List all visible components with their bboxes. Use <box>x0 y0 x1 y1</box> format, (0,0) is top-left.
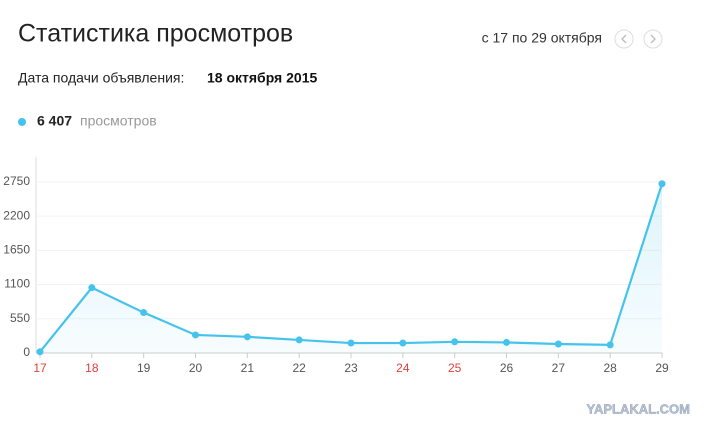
x-tick-label: 21 <box>241 361 255 375</box>
point <box>192 331 199 339</box>
area <box>40 183 662 353</box>
period: с 17 по 29 октября <box>482 30 602 46</box>
x-tick-label: 27 <box>552 361 566 375</box>
y-tick-label: 1650 <box>3 243 30 257</box>
point <box>88 284 96 292</box>
submission-date: 18 октября 2015 <box>207 70 317 86</box>
point <box>399 339 407 347</box>
point <box>658 180 666 188</box>
point <box>554 340 562 348</box>
y-tick-label: 1100 <box>4 277 30 291</box>
x-tick-label: 23 <box>344 361 358 375</box>
legend-label: просмотров <box>80 113 157 129</box>
point <box>451 338 459 346</box>
legend-total: 6 407 <box>37 113 72 129</box>
point <box>36 348 44 356</box>
x-tick-label: 28 <box>603 361 617 375</box>
submission-label: Дата подачи объявления: <box>18 70 184 86</box>
y-tick-label: 2200 <box>3 208 30 222</box>
plot: 0 550 1100 1650 2200 2750 17 18 19 20 21 22 23 24 25 26… <box>3 157 669 375</box>
point <box>606 341 614 349</box>
prev-icon <box>621 34 627 44</box>
prev-button[interactable] <box>614 29 634 49</box>
x-tick-label: 29 <box>655 361 669 375</box>
x-tick-label: 24 <box>396 361 410 375</box>
next-icon <box>650 34 656 44</box>
point <box>140 309 148 317</box>
point <box>347 339 355 347</box>
next-button[interactable] <box>643 29 663 49</box>
legend-dot <box>18 118 26 126</box>
x-tick-label: 26 <box>500 361 514 375</box>
x-tick-label: 17 <box>33 361 47 375</box>
x-tick-label: 20 <box>189 361 203 375</box>
y-tick-label: 550 <box>10 311 30 325</box>
x-tick-label: 18 <box>85 361 99 375</box>
watermark: YAPLAKAL.COM <box>586 401 690 416</box>
y-tick-label: 0 <box>23 345 30 359</box>
x-tick-label: 19 <box>137 361 151 375</box>
point <box>243 333 251 341</box>
x-tick-label: 22 <box>292 361 306 375</box>
y-tick-label: 2750 <box>3 174 30 188</box>
point <box>503 338 510 346</box>
title: Статистика просмотров <box>18 20 293 48</box>
point <box>295 336 303 344</box>
x-tick-label: 25 <box>448 361 462 375</box>
